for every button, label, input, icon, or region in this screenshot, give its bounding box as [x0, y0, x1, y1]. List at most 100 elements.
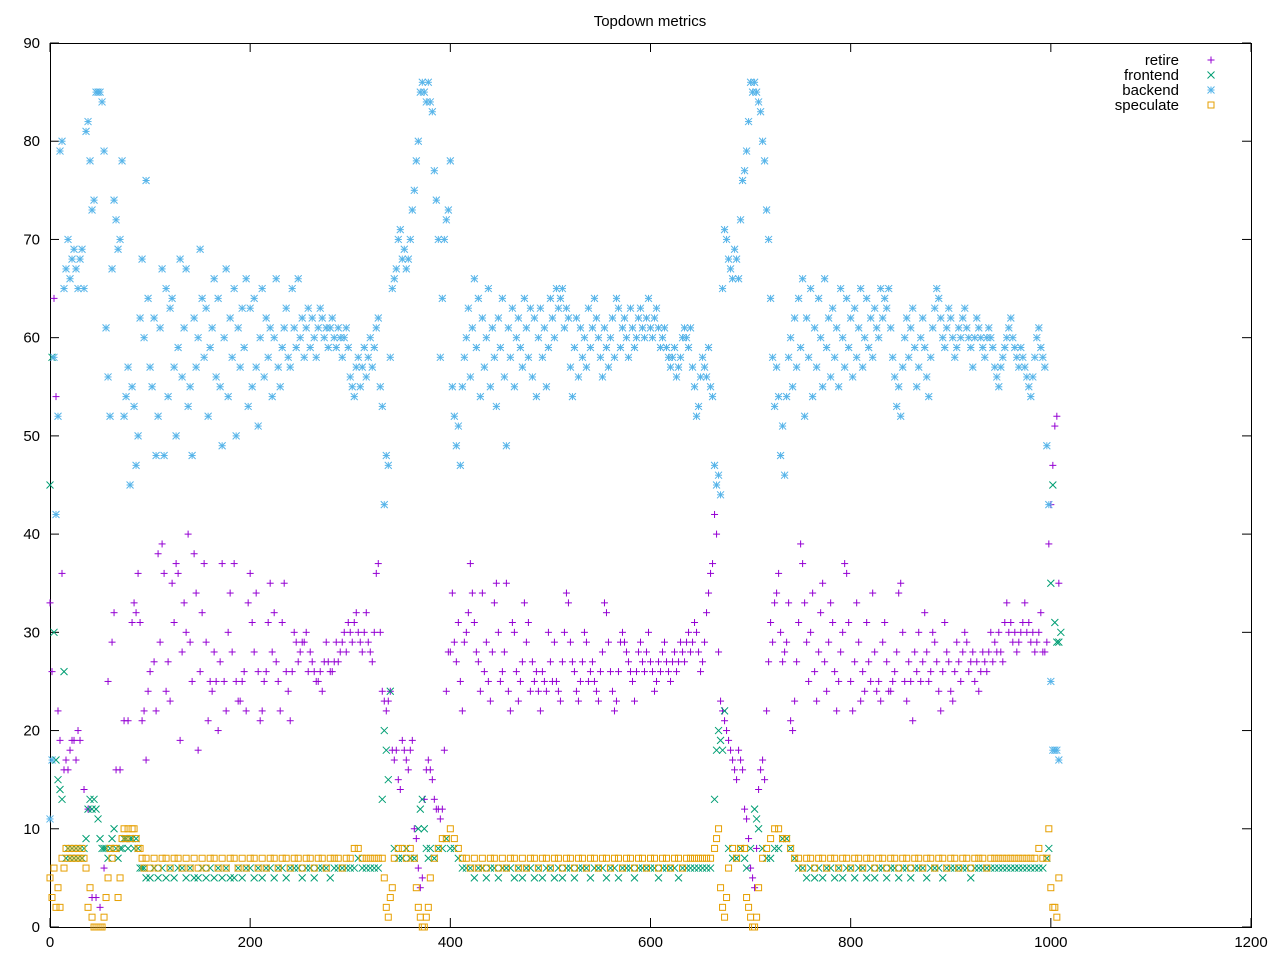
backend-point — [48, 756, 56, 764]
retire-point — [797, 540, 805, 548]
frontend-point — [1034, 864, 1043, 872]
backend-point — [772, 363, 781, 371]
backend-point — [500, 373, 509, 381]
retire-point — [675, 658, 683, 666]
retire-point — [160, 569, 168, 577]
retire-point — [1017, 628, 1025, 636]
retire-point — [701, 638, 709, 646]
frontend-point — [594, 864, 603, 872]
retire-point — [608, 687, 616, 695]
backend-point — [126, 481, 134, 489]
x-tick-label: 600 — [638, 934, 663, 951]
backend-point — [232, 432, 241, 440]
backend-point — [564, 314, 573, 322]
backend-point — [848, 373, 857, 381]
retire-point — [1055, 579, 1063, 587]
backend-point — [474, 294, 483, 303]
backend-point — [102, 323, 110, 332]
backend-point — [854, 323, 863, 332]
backend-point — [1052, 746, 1061, 755]
backend-point — [156, 323, 164, 332]
frontend-point — [710, 795, 719, 804]
speculate-point — [578, 854, 586, 862]
retire-point — [222, 707, 230, 715]
backend-point — [876, 284, 885, 293]
speculate-point — [474, 864, 482, 872]
retire-point — [931, 638, 939, 646]
frontend-point — [574, 864, 583, 872]
speculate-point — [306, 854, 314, 862]
frontend-point — [318, 864, 327, 872]
frontend-point — [646, 864, 655, 872]
speculate-point — [683, 854, 691, 862]
frontend-point — [740, 854, 749, 863]
speculate-point — [927, 854, 935, 862]
speculate-point — [991, 854, 999, 862]
frontend-point — [854, 864, 863, 872]
frontend-point — [590, 864, 599, 872]
speculate-point — [132, 835, 140, 843]
backend-point — [518, 363, 527, 371]
speculate-point — [542, 854, 550, 862]
speculate-point — [887, 854, 895, 862]
retire-point — [669, 658, 677, 666]
retire-point — [304, 668, 312, 676]
speculate-point — [695, 854, 703, 862]
retire-point — [152, 707, 160, 715]
speculate-point — [358, 854, 366, 862]
retire-point — [532, 668, 540, 676]
backend-point — [1038, 353, 1047, 362]
retire-point — [889, 677, 897, 685]
frontend-point — [906, 874, 915, 882]
retire-point — [929, 628, 937, 636]
retire-point — [578, 658, 586, 666]
retire-point — [809, 589, 817, 597]
frontend-point — [994, 864, 1003, 872]
frontend-point — [462, 864, 471, 872]
frontend-point — [178, 864, 186, 872]
speculate-point — [60, 864, 68, 872]
frontend-point — [116, 844, 124, 853]
backend-point — [242, 274, 251, 283]
speculate-point — [1045, 825, 1053, 833]
backend-point — [844, 343, 853, 352]
retire-point — [492, 579, 500, 587]
frontend-point — [562, 864, 571, 872]
backend-point — [770, 402, 779, 411]
frontend-point — [634, 864, 643, 872]
backend-point — [658, 333, 667, 342]
speculate-point — [1051, 903, 1059, 911]
frontend-point — [238, 874, 247, 882]
frontend-point — [446, 844, 455, 853]
frontend-point — [598, 864, 607, 872]
frontend-point — [794, 864, 803, 872]
retire-point — [823, 687, 831, 695]
retire-point — [402, 756, 410, 764]
frontend-point — [76, 844, 84, 853]
backend-point — [946, 314, 955, 322]
retire-point — [226, 589, 234, 597]
y-tick-label: 70 — [23, 231, 40, 248]
frontend-point — [266, 864, 275, 872]
speculate-point — [150, 854, 158, 862]
backend-point — [434, 235, 443, 244]
retire-point — [408, 736, 416, 744]
retire-point — [306, 648, 314, 656]
retire-point — [849, 707, 857, 715]
backend-point — [276, 382, 285, 391]
backend-point — [866, 314, 875, 322]
speculate-point — [1015, 854, 1023, 862]
backend-point — [610, 353, 619, 362]
retire-point — [765, 658, 773, 666]
frontend-point — [422, 844, 431, 853]
backend-point — [306, 343, 315, 352]
speculate-point — [831, 854, 839, 862]
backend-point — [532, 392, 541, 401]
retire-point — [829, 619, 837, 627]
speculate-point — [234, 864, 242, 872]
retire-point — [180, 599, 188, 607]
retire-point — [705, 589, 713, 597]
backend-point — [596, 353, 605, 362]
retire-point — [767, 619, 775, 627]
speculate-point — [721, 913, 729, 921]
